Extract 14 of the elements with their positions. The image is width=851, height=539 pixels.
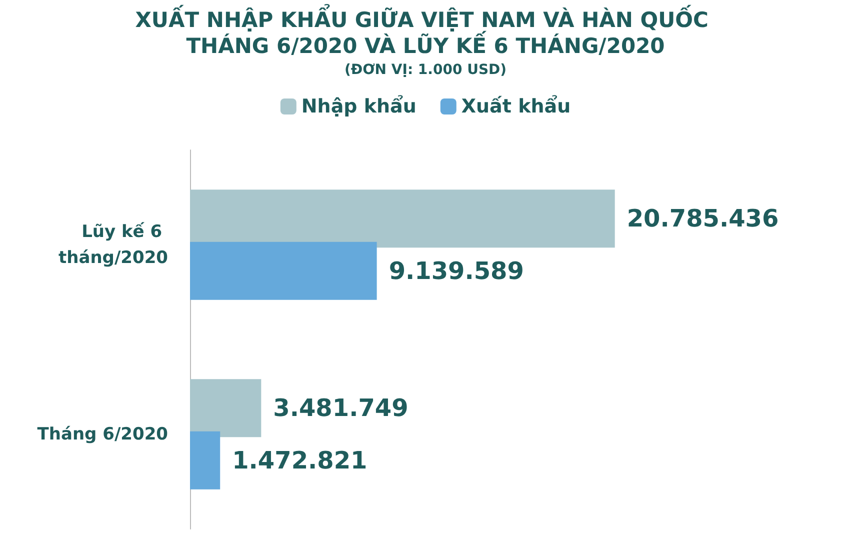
data-label: 9.139.589	[388, 256, 524, 285]
data-label: 3.481.749	[273, 394, 408, 422]
chart-subtitle: (ĐƠN VỊ: 1.000 USD)	[344, 62, 507, 78]
data-label: 1.472.821	[232, 446, 368, 474]
legend-label: Xuất khẩu	[461, 94, 571, 118]
legend-label: Nhập khẩu	[301, 94, 416, 118]
bar	[190, 242, 377, 300]
bar	[190, 431, 220, 490]
y-tick-label: Tháng 6/2020	[37, 424, 168, 444]
data-label: 20.785.436	[626, 204, 779, 233]
y-tick-label: Lũy kế 6 tháng/2020	[58, 222, 168, 268]
bar	[190, 190, 615, 248]
chart-title: XUẤT NHẬP KHẨU GIỮA VIỆT NAM VÀ HÀN QUỐC THÁNG 6/2020 VÀ LŨY KẾ 6 THÁNG/2020	[135, 4, 716, 58]
bar	[190, 379, 262, 438]
